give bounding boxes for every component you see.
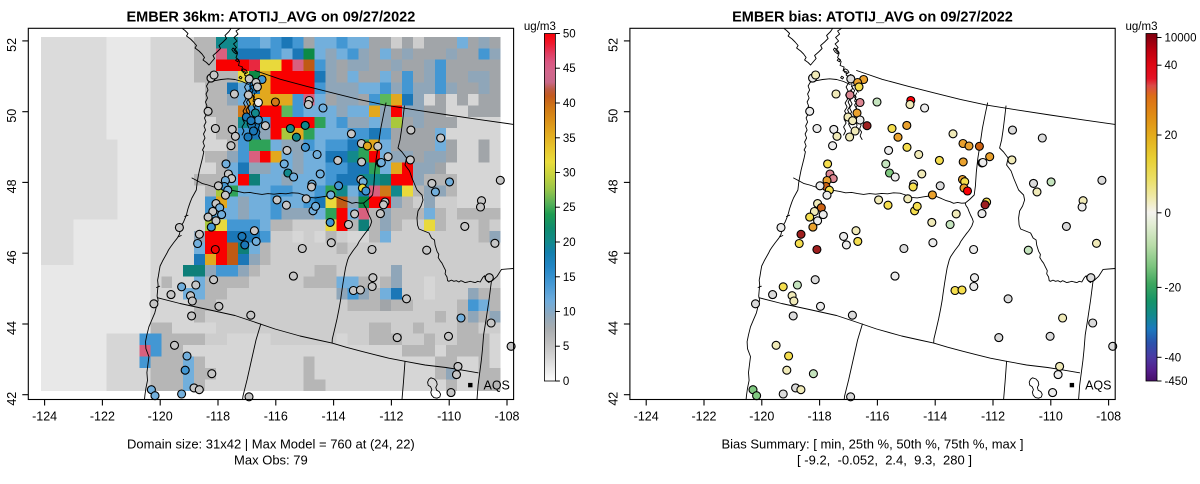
svg-text:Max Obs: 79: Max Obs: 79 bbox=[234, 453, 308, 468]
svg-text:48: 48 bbox=[5, 179, 19, 193]
svg-text:AQS: AQS bbox=[1085, 378, 1111, 392]
svg-text:EMBER 36km: ATOTIJ_AVG on 09/2: EMBER 36km: ATOTIJ_AVG on 09/27/2022 bbox=[127, 10, 416, 26]
svg-text:0: 0 bbox=[563, 376, 569, 388]
svg-text:ug/m3: ug/m3 bbox=[1126, 21, 1158, 33]
svg-text:-112: -112 bbox=[981, 410, 1005, 424]
svg-text:44: 44 bbox=[5, 321, 19, 335]
svg-text:-122: -122 bbox=[691, 410, 716, 424]
svg-text:35: 35 bbox=[563, 133, 576, 145]
svg-text:AQS: AQS bbox=[484, 378, 510, 392]
svg-text:40: 40 bbox=[1165, 60, 1178, 72]
svg-text:-110: -110 bbox=[1039, 410, 1063, 424]
svg-text:-20: -20 bbox=[1165, 282, 1182, 294]
svg-text:10000: 10000 bbox=[1165, 33, 1197, 45]
svg-text:50: 50 bbox=[606, 109, 620, 123]
svg-text:-116: -116 bbox=[865, 410, 889, 424]
svg-text:20: 20 bbox=[1165, 130, 1178, 142]
svg-text:52: 52 bbox=[5, 38, 19, 52]
svg-text:50: 50 bbox=[5, 109, 19, 123]
svg-text:15: 15 bbox=[563, 272, 576, 284]
svg-text:-108: -108 bbox=[1096, 410, 1121, 424]
svg-text:30: 30 bbox=[563, 168, 576, 180]
svg-text:Bias Summary: [ min, 25th %, 5: Bias Summary: [ min, 25th %, 50th %, 75t… bbox=[721, 436, 1023, 451]
svg-text:-120: -120 bbox=[148, 410, 173, 424]
svg-text:-114: -114 bbox=[322, 410, 346, 424]
svg-text:-114: -114 bbox=[923, 410, 947, 424]
svg-text:50: 50 bbox=[563, 29, 576, 41]
svg-text:-118: -118 bbox=[808, 410, 832, 424]
svg-text:-450: -450 bbox=[1165, 376, 1188, 388]
svg-text:-118: -118 bbox=[206, 410, 230, 424]
svg-text:-112: -112 bbox=[379, 410, 403, 424]
svg-text:-116: -116 bbox=[264, 410, 288, 424]
svg-text:42: 42 bbox=[5, 392, 19, 406]
svg-text:-124: -124 bbox=[32, 410, 57, 424]
svg-text:-122: -122 bbox=[90, 410, 115, 424]
svg-text:42: 42 bbox=[606, 392, 620, 406]
svg-text:-120: -120 bbox=[749, 410, 774, 424]
svg-text:44: 44 bbox=[606, 321, 620, 335]
svg-text:[ -9.2, -0.052, 2.4, 9.3,: [ -9.2, -0.052, 2.4, 9.3, 280 ] bbox=[797, 453, 972, 468]
svg-text:-40: -40 bbox=[1165, 352, 1182, 364]
svg-text:10: 10 bbox=[563, 307, 576, 319]
svg-text:ug/m3: ug/m3 bbox=[524, 21, 556, 33]
svg-text:-108: -108 bbox=[494, 410, 519, 424]
svg-text:5: 5 bbox=[563, 341, 569, 353]
svg-text:20: 20 bbox=[563, 237, 576, 249]
svg-text:EMBER bias: ATOTIJ_AVG on 09/2: EMBER bias: ATOTIJ_AVG on 09/27/2022 bbox=[732, 10, 1013, 26]
svg-text:46: 46 bbox=[606, 250, 620, 264]
svg-text:0: 0 bbox=[1165, 208, 1171, 220]
svg-text:25: 25 bbox=[563, 202, 576, 214]
svg-text:-110: -110 bbox=[437, 410, 461, 424]
svg-text:48: 48 bbox=[606, 179, 620, 193]
svg-text:40: 40 bbox=[563, 98, 576, 110]
svg-text:45: 45 bbox=[563, 63, 576, 75]
svg-text:-124: -124 bbox=[634, 410, 659, 424]
svg-text:52: 52 bbox=[606, 38, 620, 52]
svg-text:46: 46 bbox=[5, 250, 19, 264]
svg-text:Domain size: 31x42 | Max Model: Domain size: 31x42 | Max Model = 760 at … bbox=[127, 436, 415, 451]
